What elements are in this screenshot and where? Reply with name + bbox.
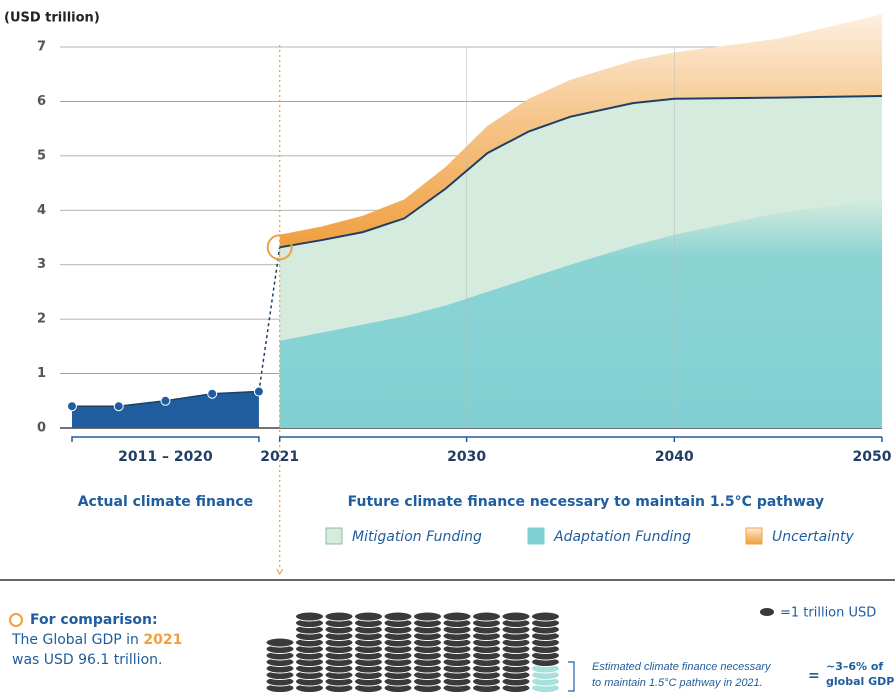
coin [354,611,383,622]
y-tick-label: 7 [37,40,46,55]
period-bracket [71,436,260,442]
year-marker-arrow [276,568,284,576]
share-line2: global GDP [826,675,894,688]
y-tick-label: 4 [37,203,46,218]
y-tick-label: 3 [37,257,46,272]
coin [442,611,472,622]
data-point [207,388,218,399]
coin-stacks [265,611,560,693]
future-label: Future climate finance necessary to main… [348,494,824,510]
data-point [160,395,171,406]
coin [413,611,442,622]
legend-swatch [745,527,763,545]
actual-label: Actual climate finance [78,494,253,510]
highlight-circle [266,234,293,261]
y-tick-label: 0 [37,421,46,436]
comparison-text: The Global GDP in 2021 [11,632,182,648]
x-tick-label: 2050 [853,449,892,465]
coin-icon [760,608,774,616]
data-point [253,386,264,397]
note-line1: Estimated climate finance necessary [592,661,772,673]
x-tick-label: 2030 [447,449,486,465]
comparison-line2: was USD 96.1 trillion. [12,652,162,668]
coin [472,611,501,622]
coin [531,611,560,622]
coin [265,637,295,648]
y-tick-label: 6 [37,94,46,109]
coin-legend: =1 trillion USD [780,606,876,621]
data-point [113,401,124,412]
legend-label: Adaptation Funding [553,529,691,545]
comparison-year: 2021 [143,632,182,648]
coin [383,611,413,622]
data-point [67,401,77,412]
comparison-icon [9,613,23,627]
legend-swatch [325,527,343,545]
connector [258,247,281,392]
y-tick-label: 1 [37,366,46,381]
y-tick-label: 2 [37,312,46,327]
x-tick-label: 2021 [260,449,299,465]
coin [295,611,324,622]
legend-label: Uncertainty [772,529,855,545]
legend-label: Mitigation Funding [352,529,482,545]
share-line1: ~3–6% of [826,660,883,673]
mitigation-line [279,95,883,249]
legend-swatch [527,527,545,545]
x-tick-label: 2040 [655,449,694,465]
period-label: 2011 – 2020 [118,449,213,465]
coin [501,611,531,622]
y-axis-label: (USD trillion) [4,11,100,26]
comparison-line1: The Global GDP in [11,632,139,648]
coin [324,611,354,622]
y-tick-label: 5 [37,148,46,163]
actual-area [72,391,259,428]
note-line2: to maintain 1.5°C pathway in 2021. [592,677,763,689]
comparison-heading: For comparison: [30,612,158,628]
equals: = [808,668,820,684]
bracket [568,661,575,692]
uncertainty-area [279,14,882,248]
adaptation-area [279,199,882,428]
